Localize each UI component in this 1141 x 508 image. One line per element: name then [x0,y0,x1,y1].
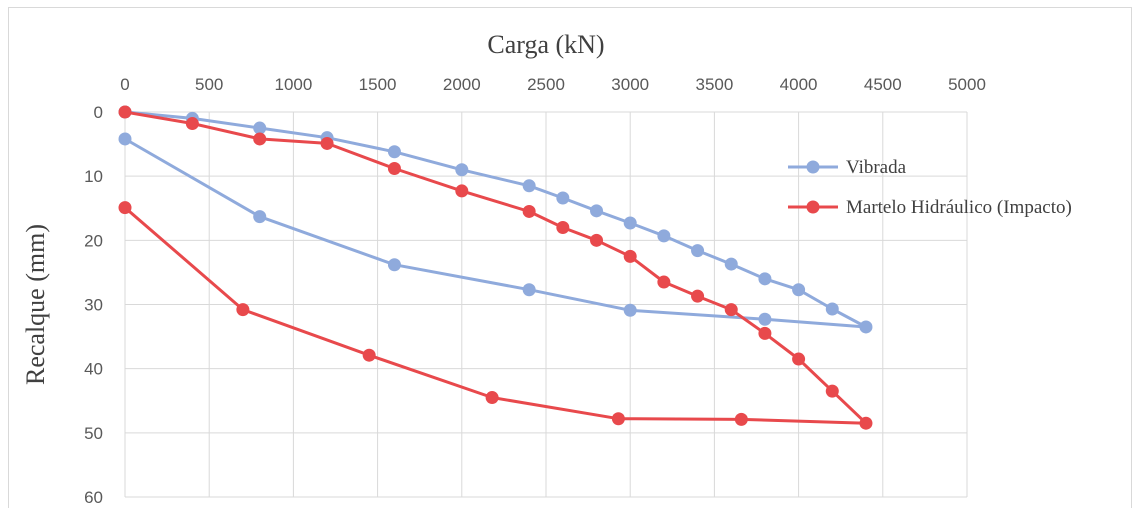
data-point [724,303,738,317]
y-tick-label: 10 [84,167,103,186]
data-point [522,204,536,218]
data-point [792,283,806,297]
data-point [623,249,637,263]
data-point [185,117,199,131]
data-point [758,272,772,286]
data-point [253,210,267,224]
x-tick-label: 2500 [527,75,565,94]
data-point [691,289,705,303]
legend: Vibrada Martelo Hidráulico (Impacto) [788,157,1072,218]
data-point [611,412,625,426]
data-point [792,352,806,366]
data-point [253,132,267,146]
data-point [758,312,772,326]
data-point [253,121,267,135]
series-2 [118,105,873,430]
series-line [124,110,868,425]
x-axis-title: Carga (kN) [487,30,604,59]
legend-swatch-marker [806,200,820,214]
legend-label: Vibrada [846,157,907,178]
grid [124,111,968,498]
data-point [387,145,401,159]
data-point [455,163,469,177]
y-axis-title: Recalque (mm) [21,224,50,385]
data-point [590,204,604,218]
data-point [825,302,839,316]
data-point [118,105,132,119]
x-tick-label: 2000 [443,75,481,94]
data-point [859,416,873,430]
legend-item: Martelo Hidráulico (Impacto) [788,197,1072,218]
data-point [320,136,334,150]
data-point [657,229,671,243]
data-point [623,303,637,317]
data-point [522,283,536,297]
y-tick-label: 40 [84,360,103,379]
data-point [724,257,738,271]
data-point [522,179,536,193]
y-tick-label: 0 [94,103,103,122]
legend-swatch-marker [806,160,820,174]
data-point [734,412,748,426]
series-line [124,110,868,329]
data-point [556,191,570,205]
legend-label: Martelo Hidráulico (Impacto) [846,197,1072,218]
data-point [859,320,873,334]
y-tick-label: 20 [84,231,103,250]
x-tick-label: 3500 [695,75,733,94]
series [118,105,873,430]
x-tick-label: 4500 [864,75,902,94]
data-point [236,303,250,317]
y-tick-label: 30 [84,296,103,315]
x-tick-label: 4000 [780,75,818,94]
y-tick-label: 60 [84,488,103,507]
data-point [825,384,839,398]
x-tick-label: 1500 [359,75,397,94]
data-point [623,216,637,230]
tick-labels: 0 500 1000 1500 2000 2500 3000 3500 4000 4500 5000… [84,75,986,507]
y-tick-label: 50 [84,424,103,443]
x-tick-label: 0 [120,75,129,94]
x-tick-label: 500 [195,75,223,94]
data-point [485,391,499,405]
data-point [556,221,570,234]
data-point [362,348,376,362]
x-tick-label: 3000 [611,75,649,94]
x-tick-label: 1000 [274,75,312,94]
data-point [657,275,671,289]
data-point [387,258,401,272]
legend-item: Vibrada [788,157,907,178]
x-tick-label: 5000 [948,75,986,94]
data-point [118,132,132,146]
data-point [455,184,469,198]
chart-frame [8,7,1132,508]
data-point [387,161,401,175]
data-point [118,201,132,215]
data-point [758,326,772,340]
data-point [590,233,604,247]
data-point [691,244,705,258]
